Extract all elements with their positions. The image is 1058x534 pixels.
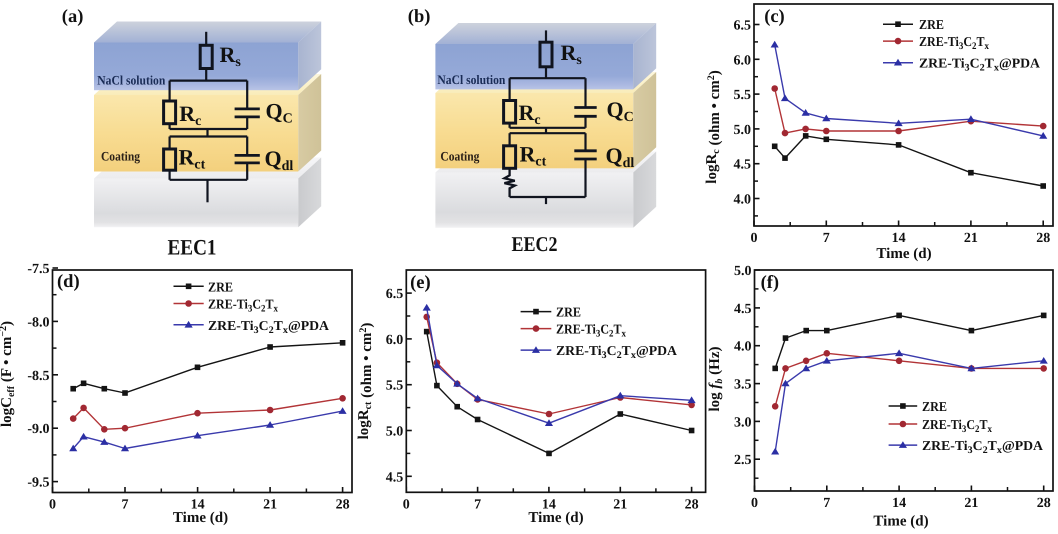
svg-text:Coating: Coating bbox=[101, 149, 140, 164]
svg-text:21: 21 bbox=[613, 497, 627, 512]
svg-text:4.0: 4.0 bbox=[734, 193, 752, 208]
svg-text:28: 28 bbox=[685, 497, 699, 512]
svg-text:Time (d): Time (d) bbox=[173, 510, 228, 526]
svg-text:-9.5: -9.5 bbox=[27, 476, 49, 491]
svg-text:28: 28 bbox=[1036, 231, 1050, 246]
svg-text:(a): (a) bbox=[62, 7, 84, 27]
svg-text:(d): (d) bbox=[57, 272, 80, 292]
svg-text:7: 7 bbox=[823, 231, 830, 246]
svg-text:Time (d): Time (d) bbox=[528, 510, 583, 526]
svg-text:21: 21 bbox=[964, 496, 978, 511]
svg-text:4.5: 4.5 bbox=[734, 158, 752, 173]
svg-text:ZRE: ZRE bbox=[208, 279, 233, 294]
svg-text:21: 21 bbox=[263, 498, 277, 513]
svg-text:28: 28 bbox=[336, 498, 350, 513]
svg-text:ZRE-Ti3C2Tx@PDA: ZRE-Ti3C2Tx@PDA bbox=[919, 56, 1040, 74]
svg-text:14: 14 bbox=[542, 497, 556, 512]
svg-text:28: 28 bbox=[1037, 496, 1051, 511]
svg-text:6.5: 6.5 bbox=[734, 19, 752, 34]
svg-text:ZRE-Ti3C2Tx: ZRE-Ti3C2Tx bbox=[208, 297, 278, 315]
svg-text:14: 14 bbox=[892, 231, 906, 246]
svg-text:5.5: 5.5 bbox=[734, 88, 752, 103]
svg-text:ZRE: ZRE bbox=[556, 305, 581, 320]
svg-text:ZRE-Ti3C2Tx@PDA: ZRE-Ti3C2Tx@PDA bbox=[556, 343, 677, 361]
svg-text:4.5: 4.5 bbox=[734, 302, 752, 317]
svg-text:5.0: 5.0 bbox=[734, 264, 752, 279]
svg-text:log fb (Hz): log fb (Hz) bbox=[707, 347, 725, 412]
svg-text:0: 0 bbox=[49, 498, 56, 513]
svg-text:(f): (f) bbox=[761, 273, 779, 293]
svg-text:-9.0: -9.0 bbox=[27, 422, 49, 437]
svg-text:ZRE-Ti3C2Tx@PDA: ZRE-Ti3C2Tx@PDA bbox=[208, 318, 329, 336]
svg-text:EEC2: EEC2 bbox=[512, 232, 558, 256]
svg-text:6.0: 6.0 bbox=[734, 53, 752, 68]
svg-text:7: 7 bbox=[122, 498, 129, 513]
svg-text:3.0: 3.0 bbox=[734, 415, 752, 430]
svg-text:6.0: 6.0 bbox=[386, 333, 404, 348]
svg-text:-7.5: -7.5 bbox=[27, 262, 49, 277]
svg-text:5.0: 5.0 bbox=[734, 123, 752, 138]
svg-text:ZRE-Ti3C2Tx: ZRE-Ti3C2Tx bbox=[919, 34, 989, 52]
svg-text:EEC1: EEC1 bbox=[168, 235, 217, 260]
svg-text:(e): (e) bbox=[410, 273, 431, 293]
svg-text:(c): (c) bbox=[764, 7, 785, 27]
svg-text:14: 14 bbox=[191, 498, 205, 513]
svg-text:0: 0 bbox=[751, 231, 758, 246]
svg-text:3.5: 3.5 bbox=[734, 378, 752, 393]
svg-text:14: 14 bbox=[892, 496, 906, 511]
svg-text:6.5: 6.5 bbox=[386, 287, 404, 302]
svg-text:NaCl solution: NaCl solution bbox=[97, 73, 166, 88]
svg-text:logCeff (F • cm−2): logCeff (F • cm−2) bbox=[0, 321, 17, 427]
svg-text:ZRE-Ti3C2Tx: ZRE-Ti3C2Tx bbox=[556, 322, 626, 340]
svg-text:Time (d): Time (d) bbox=[876, 246, 931, 262]
svg-text:logRc (ohm • cm2): logRc (ohm • cm2) bbox=[704, 70, 723, 183]
svg-text:ZRE: ZRE bbox=[922, 399, 947, 414]
svg-text:ZRE-Ti3C2Tx@PDA: ZRE-Ti3C2Tx@PDA bbox=[922, 438, 1043, 456]
svg-text:7: 7 bbox=[823, 496, 830, 511]
svg-text:logRct (ohm • cm2): logRct (ohm • cm2) bbox=[356, 323, 375, 440]
svg-text:4.0: 4.0 bbox=[734, 340, 752, 355]
svg-text:NaCl solution: NaCl solution bbox=[437, 72, 506, 87]
svg-text:ZRE: ZRE bbox=[919, 17, 944, 32]
svg-text:2.5: 2.5 bbox=[734, 453, 752, 468]
svg-text:ZRE-Ti3C2Tx: ZRE-Ti3C2Tx bbox=[922, 417, 992, 435]
svg-text:0: 0 bbox=[403, 497, 410, 512]
svg-text:5.0: 5.0 bbox=[386, 425, 404, 440]
svg-text:4.5: 4.5 bbox=[386, 470, 404, 485]
svg-text:21: 21 bbox=[964, 231, 978, 246]
svg-text:Coating: Coating bbox=[440, 149, 479, 164]
svg-text:-8.5: -8.5 bbox=[27, 369, 49, 384]
svg-text:-8.0: -8.0 bbox=[27, 315, 49, 330]
svg-text:0: 0 bbox=[751, 496, 758, 511]
svg-text:5.5: 5.5 bbox=[386, 379, 404, 394]
svg-text:(b): (b) bbox=[408, 7, 431, 27]
svg-text:Time (d): Time (d) bbox=[873, 514, 928, 530]
svg-text:7: 7 bbox=[474, 497, 481, 512]
